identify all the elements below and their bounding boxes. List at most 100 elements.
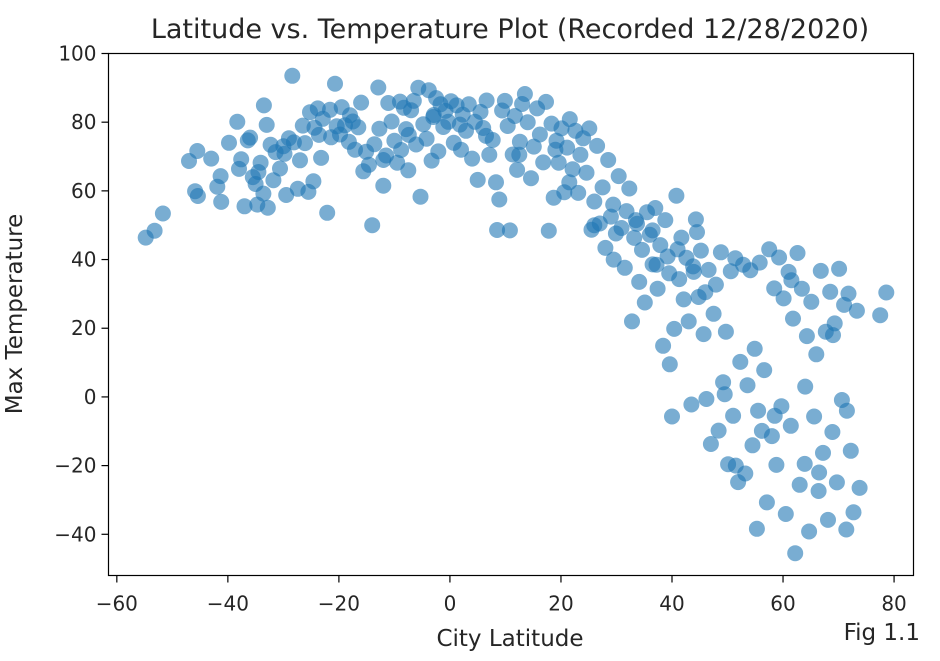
data-point	[364, 217, 381, 234]
data-point	[393, 142, 410, 158]
data-point	[624, 313, 640, 330]
data-point	[689, 224, 705, 241]
data-point	[626, 229, 643, 246]
data-point	[652, 237, 669, 254]
x-tick-label: −40	[207, 592, 249, 616]
x-tick-label: 20	[548, 592, 573, 616]
data-point	[353, 94, 370, 111]
figure-caption: Fig 1.1	[844, 620, 920, 646]
data-point	[648, 256, 665, 273]
data-point	[791, 476, 808, 493]
data-point	[683, 396, 700, 413]
data-point	[627, 212, 644, 229]
data-point	[189, 188, 206, 204]
data-point	[327, 75, 343, 92]
data-point	[803, 293, 820, 310]
data-point	[405, 92, 422, 109]
y-tick-label: 0	[84, 385, 97, 409]
data-point	[744, 437, 761, 454]
data-point	[464, 150, 481, 167]
data-point	[705, 305, 722, 322]
y-axis-ticks: −40 −20 0 20 40 60 80 100	[54, 42, 109, 546]
data-point	[748, 520, 765, 537]
data-point	[664, 408, 680, 425]
y-tick-label: 80	[71, 110, 96, 134]
data-point	[272, 160, 288, 177]
data-point	[669, 241, 686, 258]
data-point	[605, 251, 622, 268]
data-point	[305, 173, 322, 190]
data-point	[702, 436, 719, 452]
plot-area-frame	[107, 52, 915, 577]
data-point	[525, 138, 542, 155]
data-point	[692, 242, 709, 259]
data-point	[798, 328, 815, 345]
data-point	[668, 187, 685, 204]
data-point	[727, 457, 744, 474]
data-point	[766, 280, 783, 297]
data-point	[715, 374, 732, 391]
data-point	[783, 272, 800, 289]
data-point	[203, 150, 220, 167]
data-point	[826, 315, 843, 332]
data-point	[425, 109, 442, 125]
data-point	[808, 346, 825, 363]
data-point	[758, 494, 775, 511]
data-point	[616, 259, 633, 276]
data-point	[675, 291, 692, 308]
data-point	[213, 193, 230, 210]
data-point	[594, 179, 611, 196]
data-point	[597, 239, 614, 256]
data-point	[712, 244, 729, 261]
data-point	[259, 199, 276, 216]
data-point	[725, 407, 742, 424]
data-point	[511, 133, 528, 150]
data-point	[531, 126, 548, 143]
data-point	[581, 120, 598, 137]
data-point	[265, 172, 282, 189]
data-point	[242, 129, 259, 146]
data-point	[810, 483, 827, 499]
data-point	[586, 193, 603, 210]
data-point	[516, 86, 533, 102]
data-point	[822, 283, 839, 300]
x-tick-label: 40	[659, 592, 684, 616]
data-point	[523, 170, 539, 187]
data-point	[806, 408, 823, 425]
data-point	[602, 208, 619, 225]
data-point	[366, 136, 383, 153]
x-tick-label: 80	[881, 592, 906, 616]
data-point	[292, 152, 308, 169]
data-point	[777, 506, 794, 522]
data-point	[782, 417, 799, 434]
data-point	[722, 263, 739, 280]
data-point	[824, 424, 841, 440]
data-point	[350, 119, 367, 136]
data-point	[768, 456, 785, 473]
data-point	[789, 245, 806, 261]
data-point	[509, 161, 526, 178]
data-point	[695, 326, 712, 343]
chart-title: Latitude vs. Temperature Plot (Recorded …	[151, 14, 869, 45]
y-tick-label: 60	[71, 179, 96, 203]
data-point	[845, 504, 862, 521]
data-point	[697, 284, 714, 301]
data-point	[412, 188, 429, 205]
x-axis-label: City Latitude	[436, 626, 583, 652]
data-point	[453, 141, 469, 158]
data-point	[831, 260, 848, 277]
data-point	[840, 285, 857, 302]
y-tick-label: 20	[71, 316, 96, 340]
data-point	[815, 444, 831, 461]
data-point	[244, 169, 261, 186]
data-point	[478, 92, 495, 109]
data-point	[212, 168, 229, 185]
data-point	[294, 117, 311, 134]
data-point	[252, 154, 269, 171]
data-point	[647, 200, 664, 216]
data-point	[661, 356, 678, 373]
data-point	[572, 146, 589, 163]
data-point	[716, 386, 733, 403]
data-point	[370, 79, 387, 96]
